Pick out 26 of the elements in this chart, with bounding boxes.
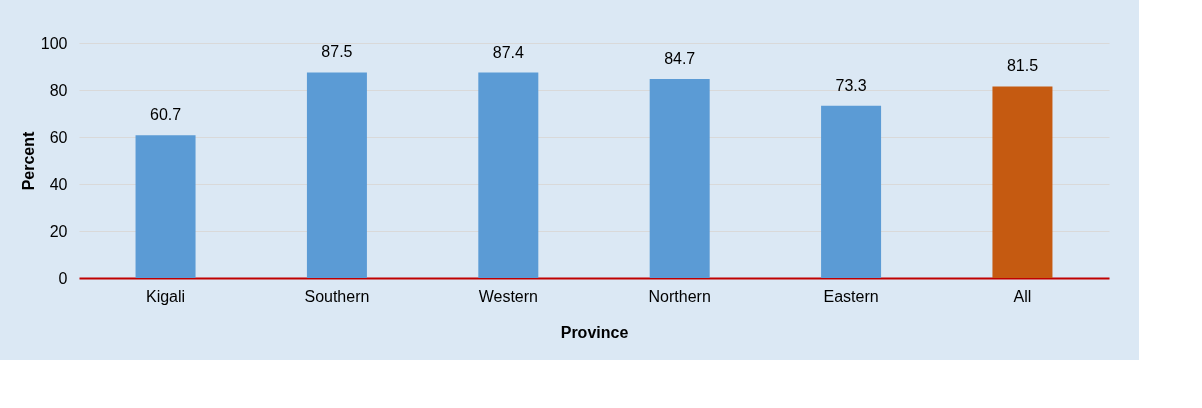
data-label: 73.3: [835, 76, 867, 94]
bar: [306, 72, 367, 278]
data-label: 60.7: [149, 106, 182, 124]
x-tick-label: Eastern: [823, 287, 879, 305]
x-tick-label: Western: [478, 287, 538, 305]
bar: [992, 86, 1053, 278]
y-tick-label: 20: [49, 222, 68, 240]
data-label: 84.7: [664, 49, 696, 67]
bar: [649, 78, 710, 278]
x-tick-label: Southern: [304, 287, 370, 305]
x-axis-title: Province: [560, 323, 629, 341]
data-label: 87.4: [492, 43, 524, 61]
bar: [821, 105, 882, 278]
x-tick-label: Northern: [648, 287, 711, 305]
bar: [478, 72, 539, 278]
y-tick-label: 0: [58, 269, 68, 287]
y-axis-title: Percent: [19, 130, 37, 191]
x-tick-label: Kigali: [145, 287, 186, 305]
bar: [135, 135, 196, 278]
y-tick-label: 100: [40, 34, 68, 52]
x-tick-label: All: [1013, 287, 1032, 305]
data-label: 81.5: [1006, 57, 1039, 75]
y-tick-label: 60: [49, 128, 68, 146]
y-tick-label: 40: [49, 175, 68, 193]
y-tick-label: 80: [49, 81, 68, 99]
data-label: 87.5: [321, 43, 353, 61]
